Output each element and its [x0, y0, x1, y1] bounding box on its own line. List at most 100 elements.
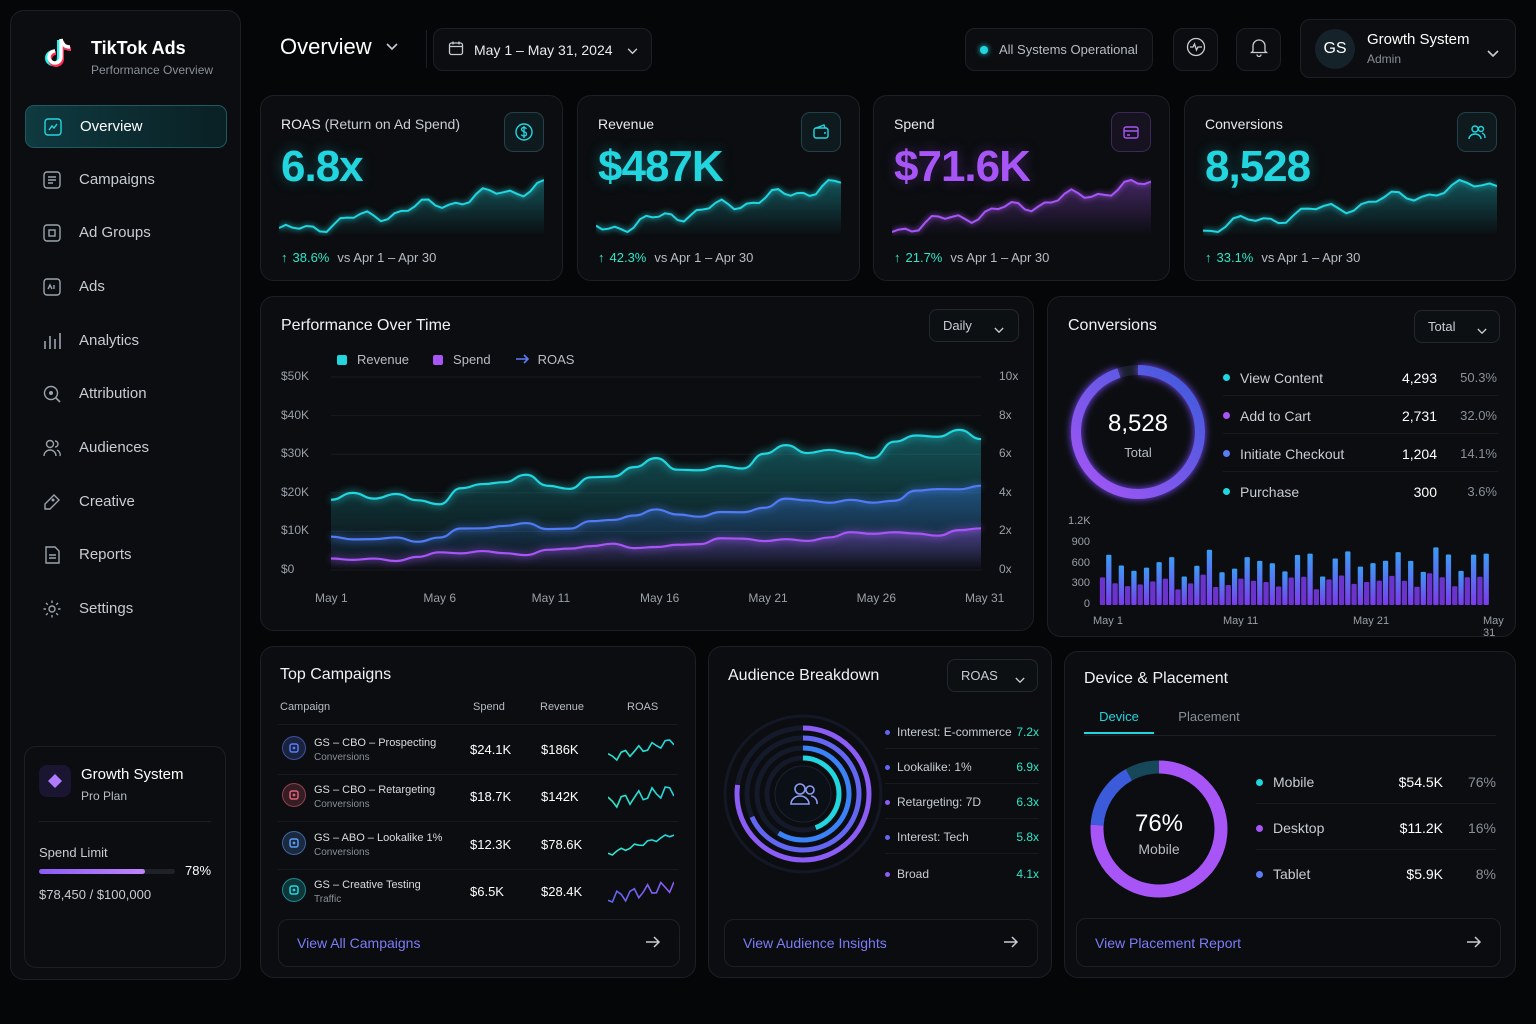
- view-placement-report-link[interactable]: View Placement Report: [1076, 918, 1501, 967]
- chart-legend: Revenue Spend ROAS: [337, 352, 574, 367]
- device-percent: 8%: [1475, 866, 1496, 882]
- tab-placement[interactable]: Placement: [1178, 709, 1240, 724]
- conversion-row[interactable]: View Content 4,293 50.3%: [1223, 363, 1498, 392]
- sidebar-item-ad-groups[interactable]: Ad Groups: [25, 211, 227, 254]
- kpi-card-revenue[interactable]: Revenue $487K ↑ 42.3% vs Apr 1 – Apr 30: [577, 95, 860, 281]
- view-audience-insights-link[interactable]: View Audience Insights: [724, 919, 1038, 967]
- conversion-bar: [1118, 565, 1125, 605]
- conversion-row[interactable]: Purchase 300 3.6%: [1223, 477, 1498, 506]
- audience-row[interactable]: Broad 4.1x: [885, 864, 1039, 884]
- device-name: Tablet: [1273, 866, 1311, 882]
- audience-dot-icon: [885, 834, 890, 840]
- user-role: Admin: [1367, 52, 1402, 66]
- audience-row[interactable]: Interest: Tech 5.8x: [885, 827, 1039, 847]
- campaign-col-revenue: Revenue: [540, 701, 585, 713]
- conversion-bar: [1294, 555, 1301, 605]
- bar-x-tick: May 31: [1483, 615, 1504, 639]
- conversion-dot-icon: [1223, 488, 1230, 495]
- table-row[interactable]: GS – ABO – Lookalike 1% Conversions $12.3K…: [278, 822, 678, 868]
- kpi-card-roas[interactable]: ROAS (Return on Ad Spend) 6.8x ↑ 38.6% vs Ap…: [260, 95, 563, 281]
- conversion-bar: [1433, 547, 1439, 605]
- sidebar-item-audiences[interactable]: Audiences: [25, 426, 227, 469]
- sidebar-item-campaigns[interactable]: Campaigns: [25, 158, 227, 201]
- conversion-row[interactable]: Initiate Checkout 1,204 14.1%: [1223, 439, 1498, 468]
- audience-row[interactable]: Retargeting: 7D 6.3x: [885, 792, 1039, 812]
- kpi-compare: vs Apr 1 – Apr 30: [1261, 250, 1361, 265]
- conversion-dot-icon: [1223, 412, 1230, 419]
- audience-row[interactable]: Interest: E-commerce 7.2x: [885, 722, 1039, 742]
- kpi-delta-value: 38.6%: [292, 250, 330, 265]
- sidebar-item-attribution[interactable]: Attribution: [25, 372, 227, 415]
- audience-metric-dropdown[interactable]: ROAS: [947, 659, 1038, 692]
- conversion-bar: [1225, 585, 1231, 605]
- tiktok-logo-icon[interactable]: [39, 33, 79, 73]
- user-menu[interactable]: GS Growth System Admin: [1300, 19, 1516, 78]
- campaign-roas-sparkline: [607, 879, 675, 910]
- system-status-badge[interactable]: All Systems Operational: [965, 28, 1153, 71]
- conversion-bar: [1162, 578, 1169, 605]
- settings-icon: [41, 598, 63, 620]
- conversion-bar: [1156, 562, 1162, 605]
- conversion-bar: [1313, 589, 1320, 605]
- device-donut: [1090, 760, 1228, 898]
- conversion-bar: [1414, 586, 1420, 605]
- spend-limit-bar: [39, 869, 175, 874]
- sidebar-item-analytics[interactable]: Analytics: [25, 319, 227, 362]
- sidebar-item-creative[interactable]: Creative: [25, 480, 227, 523]
- conversion-bar: [1382, 560, 1389, 605]
- view-audience-insights-text: View Audience Insights: [743, 935, 887, 951]
- table-row[interactable]: GS – CBO – Retargeting Conversions $18.7K $…: [278, 774, 678, 820]
- row-divider: [885, 748, 1039, 749]
- kpi-delta: ↑ 21.7% vs Apr 1 – Apr 30: [894, 250, 1049, 265]
- activity-button[interactable]: [1173, 28, 1218, 71]
- sidebar-item-settings[interactable]: Settings: [25, 587, 227, 630]
- performance-title: Performance Over Time: [281, 317, 451, 334]
- date-range-picker[interactable]: May 1 – May 31, 2024: [433, 28, 652, 71]
- conversion-bar: [1282, 571, 1288, 605]
- row-divider: [1223, 471, 1498, 472]
- notifications-button[interactable]: [1236, 28, 1281, 71]
- y-left-tick: $20K: [281, 484, 310, 499]
- device-row[interactable]: Tablet $5.9K 8%: [1256, 861, 1496, 887]
- conversion-row[interactable]: Add to Cart 2,731 32.0%: [1223, 401, 1498, 430]
- kpi-delta-value: 42.3%: [609, 250, 647, 265]
- y-left-tick: $0: [281, 562, 295, 576]
- campaigns-icon: [41, 169, 63, 191]
- chevron-down-icon: [386, 38, 398, 56]
- arrow-right-icon: [645, 935, 661, 951]
- page-title[interactable]: Overview: [280, 34, 398, 60]
- row-divider: [1223, 395, 1498, 396]
- campaign-type: Conversions: [314, 847, 370, 858]
- table-row[interactable]: GS – CBO – Prospecting Conversions $24.1K $…: [278, 727, 678, 773]
- x-tick: May 1: [315, 591, 348, 605]
- kpi-compare: vs Apr 1 – Apr 30: [337, 250, 437, 265]
- x-tick: May 31: [965, 591, 1005, 605]
- kpi-card-spend[interactable]: Spend $71.6K ↑ 21.7% vs Apr 1 – Apr 30: [873, 95, 1170, 281]
- tab-device[interactable]: Device: [1084, 702, 1154, 734]
- legend-spend-swatch: [433, 354, 444, 365]
- conversions-filter-dropdown[interactable]: Total: [1414, 310, 1500, 343]
- overview-icon: [42, 116, 64, 138]
- y-right-tick: 10x: [999, 369, 1019, 383]
- sidebar-item-overview[interactable]: Overview: [25, 105, 227, 148]
- kpi-delta: ↑ 42.3% vs Apr 1 – Apr 30: [598, 250, 753, 265]
- kpi-sparkline: [278, 174, 545, 241]
- sidebar-item-ads[interactable]: Ads: [25, 265, 227, 308]
- conversion-bar: [1257, 560, 1263, 605]
- audience-row[interactable]: Lookalike: 1% 6.9x: [885, 757, 1039, 777]
- table-row[interactable]: GS – Creative Testing Traffic $6.5K $28.4K: [278, 869, 678, 915]
- device-value: $54.5K: [1398, 774, 1443, 790]
- view-all-campaigns-text: View All Campaigns: [297, 935, 421, 951]
- conversion-bar: [1408, 560, 1414, 605]
- view-all-campaigns-link[interactable]: View All Campaigns: [278, 919, 680, 967]
- granularity-dropdown[interactable]: Daily: [929, 309, 1019, 342]
- kpi-card-conversions[interactable]: Conversions 8,528 ↑ 33.1% vs Apr 1 – Apr 30: [1184, 95, 1516, 281]
- device-row[interactable]: Desktop $11.2K 16%: [1256, 815, 1496, 841]
- conversion-percent: 50.3%: [1460, 370, 1497, 385]
- device-name: Mobile: [1273, 774, 1315, 790]
- sidebar-item-reports[interactable]: Reports: [25, 533, 227, 576]
- device-value: $5.9K: [1406, 866, 1443, 882]
- analytics-icon: [41, 330, 63, 352]
- conversions-donut: [1071, 365, 1205, 499]
- device-row[interactable]: Mobile $54.5K 76%: [1256, 769, 1496, 795]
